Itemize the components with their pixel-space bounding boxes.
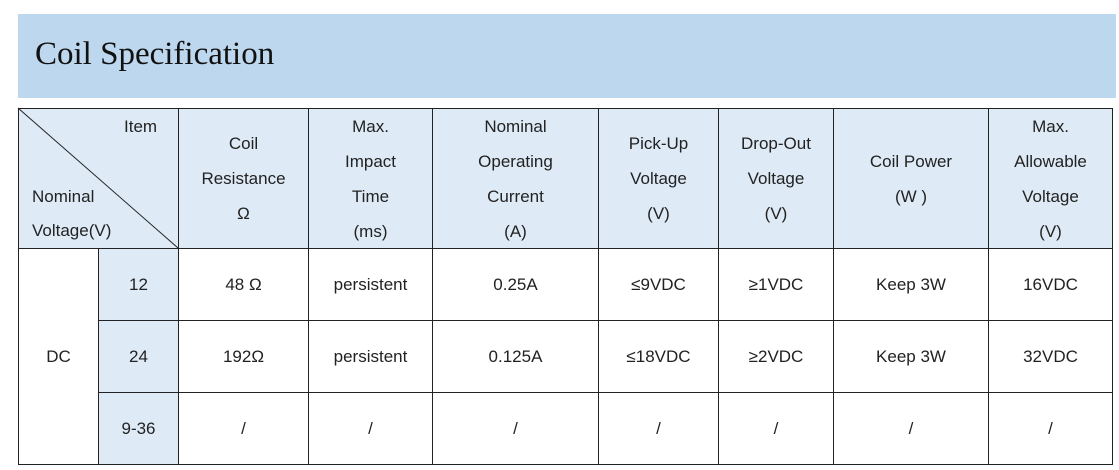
data-cell: Keep 3W [833, 248, 989, 321]
corner-nominal: Nominal [32, 187, 95, 206]
header-line: Nominal [484, 116, 547, 136]
data-cell: persistent [308, 248, 433, 321]
data-cell: / [598, 392, 719, 465]
cell-text: / [773, 419, 779, 438]
voltage-cell: 24 [98, 320, 179, 393]
cell-text: 32VDC [1023, 347, 1078, 366]
data-cell: 0.25A [432, 248, 599, 321]
cell-text: / [908, 419, 914, 438]
header-line: Max. [352, 116, 389, 136]
cell-text: / [241, 419, 246, 438]
data-cell: / [833, 392, 989, 465]
column-header: Coil Resistance Ω [178, 108, 309, 249]
column-header: Nominal Operating Current (A) [432, 108, 599, 249]
header-line: Voltage [747, 169, 805, 188]
header-line: (ms) [353, 221, 388, 241]
header-line: (W ) [894, 186, 928, 206]
cell-text: 0.125A [488, 347, 543, 366]
header-line: Resistance [201, 169, 286, 188]
header-line: Current [487, 186, 544, 206]
header-line: Voltage [630, 169, 687, 188]
header-line: Impact [344, 151, 397, 171]
cell-text: ≤9VDC [631, 275, 686, 294]
corner-nominal: Voltage(V) [32, 221, 112, 240]
voltage: 12 [129, 275, 148, 294]
column-header: Max. Impact Time (ms) [308, 108, 433, 249]
voltage-cell: 9-36 [98, 392, 179, 465]
header-line: Time [351, 186, 390, 206]
data-cell: persistent [308, 320, 433, 393]
data-cell: Keep 3W [833, 320, 989, 393]
data-cell: / [178, 392, 309, 465]
header-line: (V) [764, 204, 788, 223]
data-cell: ≥2VDC [718, 320, 834, 393]
data-cell: / [718, 392, 834, 465]
header-line: (V) [1039, 221, 1062, 241]
voltage-cell: 12 [98, 248, 179, 321]
cell-text: / [1048, 419, 1053, 438]
group-cell: DC [18, 248, 99, 465]
cell-text: ≤18VDC [626, 347, 691, 366]
data-cell: 16VDC [988, 248, 1113, 321]
cell-text: 0.25A [493, 275, 538, 294]
title-bar: Coil Specification [18, 14, 1116, 98]
cell-text: ≥2VDC [748, 347, 804, 366]
title: Coil Specification [35, 36, 275, 72]
header-line: Operating [478, 151, 553, 171]
cell-text: / [513, 419, 518, 438]
data-cell: ≤9VDC [598, 248, 719, 321]
group-label: DC [46, 347, 71, 366]
header-line: Pick-Up [628, 134, 689, 153]
data-cell: ≤18VDC [598, 320, 719, 393]
header-line: Coil [228, 134, 259, 153]
header-line: Ω [237, 204, 250, 223]
column-header: Drop-Out Voltage (V) [718, 108, 834, 249]
header-line: Drop-Out [741, 134, 811, 153]
column-header: Pick-Up Voltage (V) [598, 108, 719, 249]
data-cell: / [988, 392, 1113, 465]
data-cell: 0.125A [432, 320, 599, 393]
corner-item: Item [124, 117, 158, 136]
data-cell: 192Ω [178, 320, 309, 393]
header-line: (V) [647, 204, 670, 223]
cell-text: Keep 3W [876, 275, 946, 294]
cell-text: 192Ω [222, 347, 265, 366]
header-line: (A) [504, 221, 527, 241]
voltage: 9-36 [121, 419, 156, 438]
data-cell: / [432, 392, 599, 465]
data-cell: 48 Ω [178, 248, 309, 321]
header-line: Max. [1032, 116, 1069, 136]
cell-text: / [656, 419, 661, 438]
column-header: Max. Allowable Voltage (V) [988, 108, 1113, 249]
cell-text: persistent [333, 347, 408, 366]
header-line: Allowable [1014, 151, 1087, 171]
header-line: Voltage [1022, 186, 1079, 206]
cell-text: Keep 3W [876, 347, 946, 366]
column-header: Coil Power (W ) [833, 108, 989, 249]
cell-text: 16VDC [1023, 275, 1078, 294]
cell-text: / [368, 419, 373, 438]
header-line: Coil Power [869, 151, 953, 171]
voltage: 24 [129, 347, 148, 366]
data-cell: / [308, 392, 433, 465]
cell-text: 48 Ω [225, 275, 262, 294]
data-cell: 32VDC [988, 320, 1113, 393]
cell-text: persistent [333, 275, 408, 294]
cell-text: ≥1VDC [748, 275, 804, 294]
data-cell: ≥1VDC [718, 248, 834, 321]
